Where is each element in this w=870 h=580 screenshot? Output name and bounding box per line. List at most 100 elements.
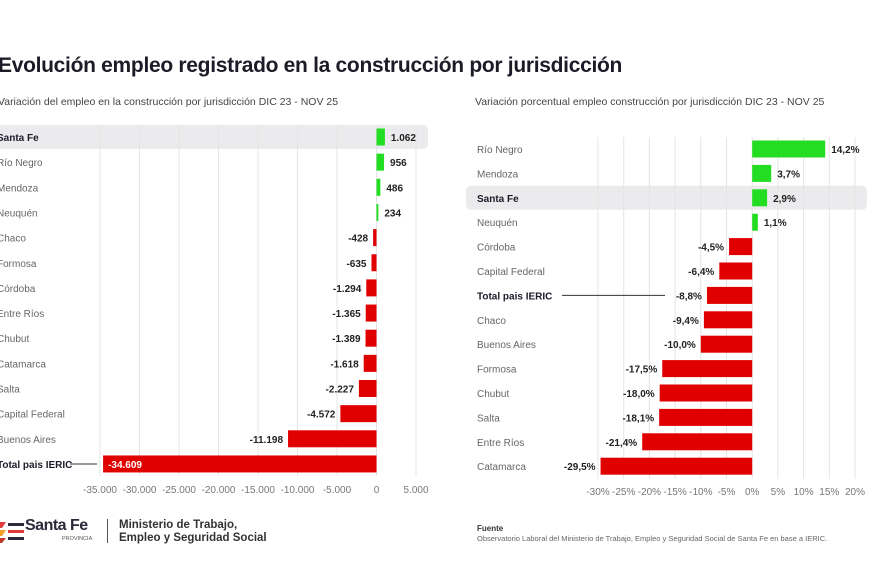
right-chart-title: Variación porcentual empleo construcción… bbox=[475, 96, 825, 108]
ministry-line1: Ministerio de Trabajo, bbox=[119, 519, 238, 531]
bar bbox=[363, 354, 377, 372]
bar bbox=[752, 140, 826, 158]
category-label: Entre Ríos bbox=[477, 438, 524, 449]
category-label: Río Negro bbox=[0, 158, 43, 169]
value-label: -4.572 bbox=[307, 410, 336, 421]
x-tick-label: 10% bbox=[794, 487, 814, 498]
category-label: Chaco bbox=[0, 234, 26, 245]
value-label: 14,2% bbox=[831, 145, 859, 156]
value-label: -2.227 bbox=[326, 385, 355, 396]
category-label: Formosa bbox=[0, 259, 37, 270]
value-label: -8,8% bbox=[676, 291, 702, 302]
category-label: Buenos Aires bbox=[477, 340, 536, 351]
category-label: Entre Ríos bbox=[0, 309, 44, 320]
bar bbox=[752, 189, 768, 207]
bar bbox=[376, 153, 385, 171]
bar bbox=[659, 408, 753, 426]
category-label: Mendoza bbox=[477, 169, 519, 180]
bar bbox=[752, 213, 758, 231]
category-label: Formosa bbox=[477, 365, 517, 376]
bar bbox=[719, 262, 753, 280]
category-label: Córdoba bbox=[477, 243, 516, 254]
value-label: -1.618 bbox=[330, 359, 359, 370]
bar bbox=[662, 360, 753, 378]
bar bbox=[752, 164, 772, 182]
category-label: Santa Fe bbox=[0, 133, 39, 144]
category-label: Catamarca bbox=[477, 462, 526, 473]
bar bbox=[642, 433, 753, 451]
bar bbox=[600, 457, 753, 475]
source-heading: Fuente bbox=[477, 524, 504, 533]
category-label: Salta bbox=[0, 385, 20, 396]
source-text: Observatorio Laboral del Ministerio de T… bbox=[477, 534, 828, 543]
bar bbox=[103, 455, 377, 473]
highlight-band bbox=[466, 185, 867, 210]
footer-divider bbox=[107, 519, 108, 543]
bar bbox=[366, 279, 377, 297]
bar bbox=[365, 304, 377, 322]
value-label: 486 bbox=[386, 183, 403, 194]
category-label: Catamarca bbox=[0, 359, 46, 370]
category-label: Santa Fe bbox=[477, 194, 519, 205]
page-title: Evolución empleo registrado en la constr… bbox=[0, 54, 623, 77]
x-tick-label: -20% bbox=[638, 487, 661, 498]
value-label: 2,9% bbox=[773, 194, 796, 205]
category-label: Neuquén bbox=[477, 218, 518, 229]
category-label: Capital Federal bbox=[0, 410, 65, 421]
x-tick-label: -15.000 bbox=[241, 485, 275, 496]
bar bbox=[365, 329, 377, 347]
value-label: -11.198 bbox=[250, 435, 284, 446]
bar bbox=[371, 254, 377, 272]
bar bbox=[729, 238, 753, 256]
value-label: -1.389 bbox=[332, 334, 361, 345]
x-tick-label: 20% bbox=[845, 487, 865, 498]
category-label: Río Negro bbox=[477, 145, 523, 156]
bar bbox=[288, 430, 377, 448]
value-label: -17,5% bbox=[626, 365, 658, 376]
value-label: -635 bbox=[346, 259, 366, 270]
ministry-line2: Empleo y Seguridad Social bbox=[119, 532, 267, 544]
x-tick-label: 15% bbox=[819, 487, 839, 498]
bar bbox=[373, 229, 377, 247]
x-tick-label: -30% bbox=[586, 487, 609, 498]
category-label: Total pais IERIC bbox=[477, 291, 552, 302]
value-label: 1.062 bbox=[391, 133, 416, 144]
category-label: Córdoba bbox=[0, 284, 36, 295]
value-label: -6,4% bbox=[688, 267, 714, 278]
value-label: -21,4% bbox=[606, 438, 638, 449]
logo-sub: PROVINCIA bbox=[62, 536, 93, 542]
category-label: Chubut bbox=[0, 334, 29, 345]
category-label: Buenos Aires bbox=[0, 435, 56, 446]
santa-fe-logo bbox=[0, 519, 26, 548]
category-label: Chaco bbox=[477, 316, 506, 327]
value-label: -428 bbox=[348, 234, 368, 245]
value-label: 1,1% bbox=[764, 218, 787, 229]
value-label: 234 bbox=[384, 208, 401, 219]
bar bbox=[659, 384, 753, 402]
left-chart-title: Variación del empleo en la construcción … bbox=[0, 96, 339, 108]
category-label: Capital Federal bbox=[477, 267, 545, 278]
highlight-band bbox=[0, 125, 428, 149]
x-tick-label: -20.000 bbox=[202, 485, 236, 496]
x-tick-label: 5.000 bbox=[403, 485, 428, 496]
x-tick-label: -25% bbox=[612, 487, 635, 498]
bar bbox=[376, 203, 379, 221]
bar bbox=[703, 311, 753, 329]
x-tick-label: -10.000 bbox=[281, 485, 315, 496]
bar bbox=[358, 380, 377, 397]
bar bbox=[700, 335, 753, 353]
category-label: Chubut bbox=[477, 389, 509, 400]
bar bbox=[706, 286, 753, 304]
x-tick-label: 0 bbox=[374, 485, 380, 496]
x-tick-label: -30.000 bbox=[123, 485, 157, 496]
x-tick-label: -5% bbox=[718, 487, 736, 498]
x-tick-label: -25.000 bbox=[162, 485, 196, 496]
value-label: -1.294 bbox=[333, 284, 362, 295]
x-tick-label: -10% bbox=[689, 487, 712, 498]
value-label: -4,5% bbox=[698, 243, 724, 254]
category-label: Salta bbox=[477, 413, 500, 424]
value-label: -1.365 bbox=[332, 309, 361, 320]
bar bbox=[340, 405, 377, 423]
x-tick-label: 0% bbox=[745, 487, 760, 498]
